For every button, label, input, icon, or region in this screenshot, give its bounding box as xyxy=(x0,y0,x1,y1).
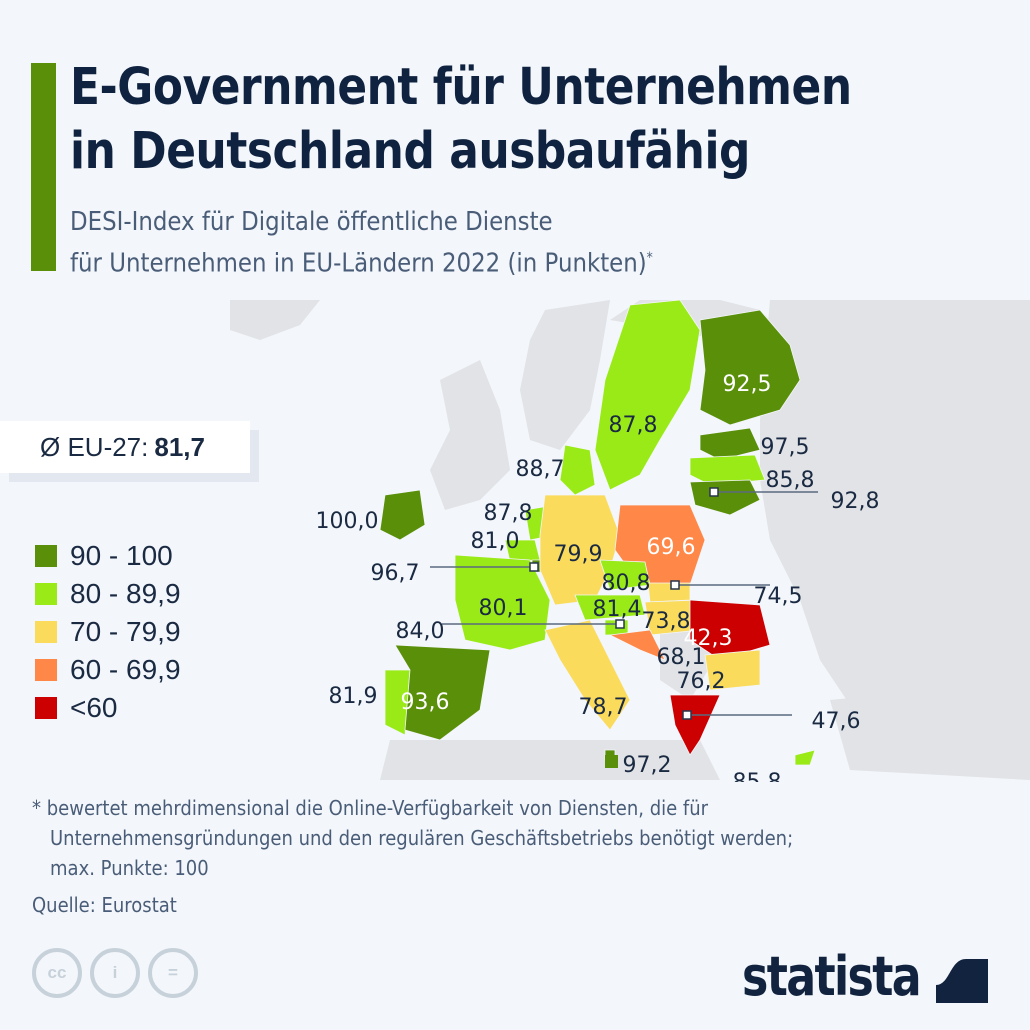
cc-icon[interactable]: cc xyxy=(32,948,82,998)
legend-swatch xyxy=(35,659,57,681)
value-label-griechenland: 47,6 xyxy=(812,709,861,734)
footnote-line-3: max. Punkte: 100 xyxy=(50,856,209,880)
non-eu-land xyxy=(830,680,1030,780)
value-label-portugal: 81,9 xyxy=(329,684,378,709)
non-eu-land xyxy=(520,300,610,450)
leader-marker xyxy=(615,619,625,629)
legend-label: <60 xyxy=(70,692,118,723)
leader-marker xyxy=(682,710,692,720)
region-portugal xyxy=(384,669,411,736)
footnote: * bewertet mehrdimensional die Online-Ve… xyxy=(32,793,1022,883)
chart-title: E-Government für Unternehmen in Deutschl… xyxy=(70,56,852,184)
legend-swatch xyxy=(35,583,57,605)
legend-label: 80 - 89,9 xyxy=(70,578,181,609)
legend-item: 60 - 69,9 xyxy=(35,651,181,689)
leader-marker xyxy=(529,562,539,572)
malta-swatch xyxy=(605,755,618,768)
legend-item: 90 - 100 xyxy=(35,537,181,575)
region-estland xyxy=(699,427,761,461)
value-label-deutschland: 79,9 xyxy=(554,542,603,567)
value-label-irland: 100,0 xyxy=(316,509,379,534)
non-eu-land xyxy=(430,360,510,510)
value-label-rumänien: 42,3 xyxy=(684,626,733,651)
legend-swatch xyxy=(35,545,57,567)
brand-wordmark: statista xyxy=(742,945,922,1008)
legend-label: 90 - 100 xyxy=(70,540,173,571)
non-eu-land xyxy=(380,740,720,780)
non-eu-land xyxy=(230,300,320,340)
value-label-italien: 78,7 xyxy=(579,695,628,720)
legend-item: <60 xyxy=(35,689,181,727)
country-regions xyxy=(379,300,816,766)
eu-average-box: Ø EU-27: 81,7 xyxy=(0,421,250,473)
value-label-spanien: 93,6 xyxy=(401,690,450,715)
legend-label: 70 - 79,9 xyxy=(70,616,181,647)
statista-logo[interactable]: statista xyxy=(742,945,988,1008)
title-line-1: E-Government für Unternehmen xyxy=(70,58,852,117)
value-label-finnland: 92,5 xyxy=(723,372,772,397)
value-label-ungarn: 73,8 xyxy=(642,609,691,634)
subtitle-line-2: für Unternehmen in EU-Ländern 2022 (in P… xyxy=(70,248,647,279)
title-accent-bar xyxy=(31,63,56,271)
region-finnland xyxy=(699,309,801,426)
leader-lines xyxy=(430,487,818,720)
attribution-icon[interactable]: i xyxy=(90,948,140,998)
region-zypern xyxy=(794,749,816,766)
legend-item: 80 - 89,9 xyxy=(35,575,181,613)
region-bulgarien xyxy=(704,649,761,691)
value-label-bulgarien: 76,2 xyxy=(677,669,726,694)
title-line-2: in Deutschland ausbaufähig xyxy=(70,122,751,181)
europe-map: 92,5 87,8 97,5 85,8 92,8 88,7 100,0 87,8 81,0 96,… xyxy=(230,300,1030,782)
eu-average-label: Ø EU-27: xyxy=(40,432,149,462)
region-irland xyxy=(379,489,426,541)
value-labels: 92,5 87,8 97,5 85,8 92,8 88,7 100,0 87,8 81,0 96,… xyxy=(316,372,880,782)
value-label-polen: 69,6 xyxy=(647,535,696,560)
value-label-lettland: 85,8 xyxy=(766,468,815,493)
region-dänemark xyxy=(559,444,596,496)
subtitle-footnote-marker: * xyxy=(646,250,653,266)
statista-logo-mark-icon xyxy=(936,950,988,1003)
eu-average-value: 81,7 xyxy=(154,432,205,462)
value-label-schweden: 87,8 xyxy=(609,413,658,438)
region-slowakei xyxy=(647,582,691,603)
footnote-line-1: * bewertet mehrdimensional die Online-Ve… xyxy=(32,796,709,820)
value-label-niederlande: 87,8 xyxy=(484,501,533,526)
source-text: Quelle: Eurostat xyxy=(32,893,177,917)
chart-subtitle: DESI-Index für Digitale öffentliche Dien… xyxy=(70,204,653,282)
value-label-frankreich: 80,1 xyxy=(479,596,528,621)
non-eu-land xyxy=(760,300,1030,780)
footnote-line-2: Unternehmensgründungen und den regulären… xyxy=(50,826,794,850)
region-schweden xyxy=(594,300,701,491)
subtitle-line-1: DESI-Index für Digitale öffentliche Dien… xyxy=(70,207,553,237)
legend-label: 60 - 69,9 xyxy=(70,654,181,685)
value-label-malta: 97,2 xyxy=(623,753,672,778)
no-derivatives-icon[interactable]: = xyxy=(148,948,198,998)
value-label-zypern: 85,8 xyxy=(733,770,782,782)
license-icons: cc i = xyxy=(32,948,198,998)
region-italien xyxy=(544,619,631,731)
legend-swatch xyxy=(35,621,57,643)
value-label-dänemark: 88,7 xyxy=(516,457,565,482)
region-österreich xyxy=(574,594,646,621)
region-litauen xyxy=(689,479,761,516)
value-label-kroatien: 68,1 xyxy=(657,645,706,670)
leader-marker xyxy=(709,487,719,497)
value-label-litauen: 92,8 xyxy=(831,489,880,514)
region-spanien xyxy=(394,644,491,741)
value-label-belgien: 81,0 xyxy=(471,529,520,554)
value-label-slowakei: 74,5 xyxy=(754,584,803,609)
region-griechenland xyxy=(669,694,721,756)
value-label-estland: 97,5 xyxy=(761,435,810,460)
value-label-österreich: 81,4 xyxy=(593,597,642,622)
leader-marker xyxy=(670,580,680,590)
legend-item: 70 - 79,9 xyxy=(35,613,181,651)
region-kroatien xyxy=(608,629,666,661)
value-label-tschechien: 80,8 xyxy=(602,571,651,596)
legend: 90 - 100 80 - 89,9 70 - 79,9 60 - 69,9 <… xyxy=(35,537,181,727)
legend-swatch xyxy=(35,697,57,719)
value-label-luxemburg: 96,7 xyxy=(371,561,420,586)
value-label-slowenien: 84,0 xyxy=(396,619,445,644)
